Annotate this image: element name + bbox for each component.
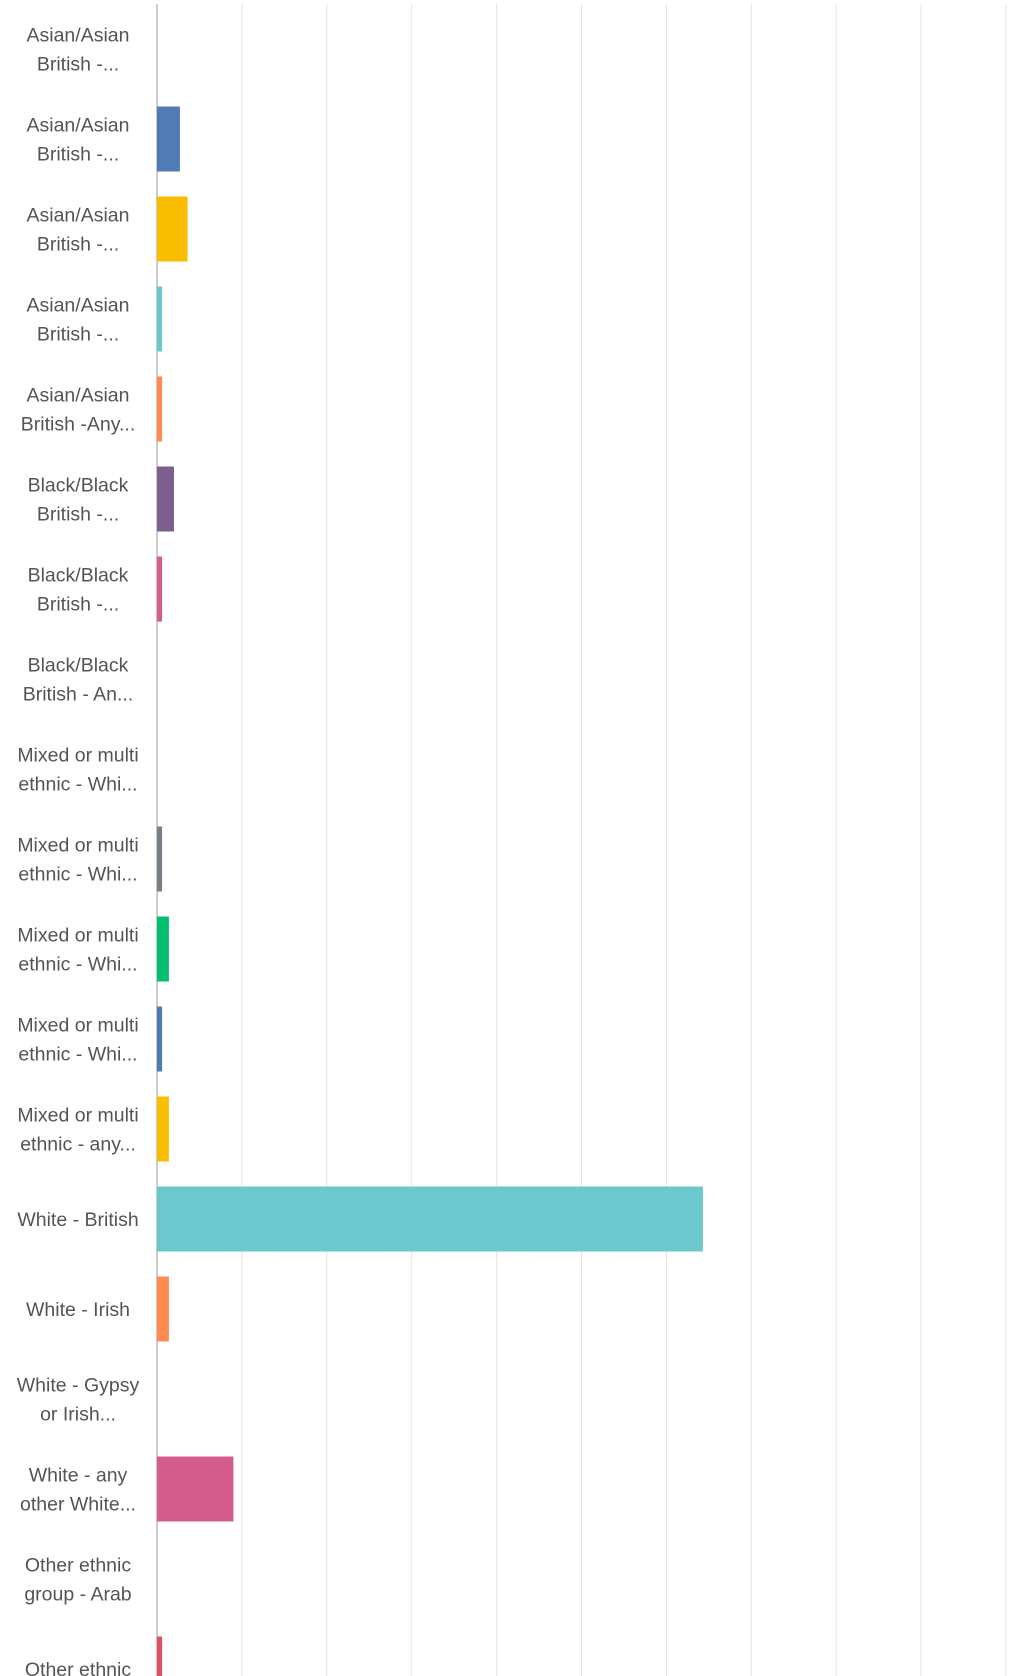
category-label-line: British -...	[37, 594, 119, 616]
bar[interactable]	[157, 1456, 234, 1522]
bar[interactable]	[157, 286, 163, 352]
category-label-line: ethnic - any...	[20, 1134, 136, 1156]
category-label: Mixed or multi ethnic - Whi...	[17, 1015, 138, 1066]
category-label-line: British - An...	[23, 684, 134, 706]
category-label-line: Black/Black	[28, 565, 129, 587]
category-label-line: Black/Black	[28, 655, 129, 677]
bar[interactable]	[157, 556, 163, 622]
category-label: Asian/Asian British -...	[27, 205, 130, 256]
bar-layer	[157, 106, 703, 1676]
category-label-line: other White...	[20, 1494, 136, 1516]
category-label: White - Irish	[26, 1299, 130, 1321]
category-label-line: Black/Black	[28, 475, 129, 497]
bar[interactable]	[157, 1276, 169, 1342]
category-label: Mixed or multi ethnic - Whi...	[17, 745, 138, 796]
category-label-line: Asian/Asian	[27, 25, 130, 47]
bar[interactable]	[157, 916, 169, 982]
category-label: White - Gypsy or Irish...	[17, 1375, 140, 1426]
category-label: Asian/Asian British -...	[27, 115, 130, 166]
category-label-line: or Irish...	[40, 1404, 116, 1426]
category-label: Asian/Asian British -Any...	[21, 385, 136, 436]
category-label-line: Asian/Asian	[27, 295, 130, 317]
category-label: Asian/Asian British -...	[27, 295, 130, 346]
category-label-line: British -Any...	[21, 414, 136, 436]
category-label: Black/Black British -...	[28, 565, 129, 616]
bar[interactable]	[157, 1096, 169, 1162]
category-label: Other ethnic group - Arab	[24, 1555, 131, 1606]
category-label-line: British -...	[37, 54, 119, 76]
category-label: Asian/Asian British -...	[27, 25, 130, 76]
bar[interactable]	[157, 826, 163, 892]
category-label-line: ethnic - Whi...	[18, 954, 137, 976]
bar[interactable]	[157, 1636, 163, 1676]
category-label: Mixed or multi ethnic - Whi...	[17, 835, 138, 886]
category-labels: Asian/Asian British -... Asian/Asian Britis…	[17, 25, 140, 1676]
category-label-line: ethnic - Whi...	[18, 1044, 137, 1066]
category-label-line: ethnic - Whi...	[18, 774, 137, 796]
category-label-line: Mixed or multi	[17, 1105, 138, 1127]
category-label-line: Mixed or multi	[17, 1015, 138, 1037]
category-label-line: Asian/Asian	[27, 385, 130, 407]
bar[interactable]	[157, 1186, 703, 1252]
category-label-line: British -...	[37, 504, 119, 526]
category-label-line: Mixed or multi	[17, 835, 138, 857]
bar[interactable]	[157, 466, 174, 532]
bar[interactable]	[157, 106, 180, 172]
category-label-line: British -...	[37, 324, 119, 346]
category-label-line: White - any	[29, 1465, 128, 1487]
category-label-line: Asian/Asian	[27, 205, 130, 227]
category-label: Mixed or multi ethnic - Whi...	[17, 925, 138, 976]
category-label: Black/Black British - An...	[23, 655, 134, 706]
category-label-line: White - British	[17, 1209, 138, 1231]
grid-layer	[156, 4, 1007, 1676]
category-label: White - British	[17, 1209, 138, 1231]
category-label-line: White - Gypsy	[17, 1375, 140, 1397]
category-label-line: British -...	[37, 234, 119, 256]
category-label-line: Mixed or multi	[17, 925, 138, 947]
category-label-line: Mixed or multi	[17, 745, 138, 767]
bar[interactable]	[157, 196, 188, 262]
category-label-line: White - Irish	[26, 1299, 130, 1321]
category-label: Other ethnic	[25, 1659, 131, 1676]
category-label-line: British -...	[37, 144, 119, 166]
category-label: Mixed or multi ethnic - any...	[17, 1105, 138, 1156]
category-label-line: Other ethnic	[25, 1555, 131, 1577]
category-label-line: ethnic - Whi...	[18, 864, 137, 886]
category-label: White - any other White...	[20, 1465, 136, 1516]
category-label-line: Other ethnic	[25, 1659, 131, 1676]
category-label-line: group - Arab	[24, 1584, 131, 1606]
bar[interactable]	[157, 1006, 163, 1072]
category-label: Black/Black British -...	[28, 475, 129, 526]
bar[interactable]	[157, 376, 163, 442]
category-label-line: Asian/Asian	[27, 115, 130, 137]
